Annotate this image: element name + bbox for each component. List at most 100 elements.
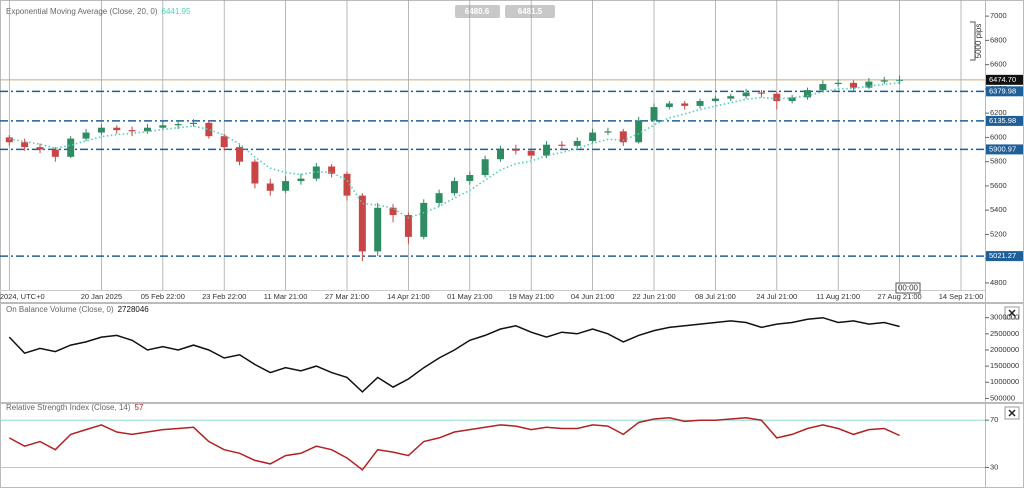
candle-body [788, 97, 796, 102]
candle-body [282, 181, 290, 191]
candle-body [251, 161, 259, 184]
candle-body [773, 93, 781, 102]
candle-body [880, 80, 888, 82]
candle-body [343, 173, 351, 196]
candle-body [174, 124, 182, 126]
candle-body [358, 195, 366, 252]
y-tick-label: 6600 [990, 60, 1007, 69]
candle-body [205, 122, 213, 137]
candle-body [389, 207, 397, 216]
candle-body [236, 147, 244, 162]
candle-body [159, 125, 167, 128]
candle-body [82, 132, 90, 139]
candle-body [374, 207, 382, 252]
scale-bracket [970, 21, 976, 61]
candle-body [481, 159, 489, 175]
candle-body [635, 120, 643, 143]
bid-price: 6480.6 [465, 7, 490, 16]
rsi-panel [0, 403, 1024, 488]
candle-body [834, 82, 842, 85]
candle-body [297, 178, 305, 182]
close-button[interactable] [1004, 306, 1020, 320]
candle-body [589, 132, 597, 142]
candle-body [420, 202, 428, 237]
x-tick-label: 24 Jul 21:00 [756, 292, 797, 301]
time-label: 00:00 [898, 284, 919, 293]
main-panel [0, 0, 1024, 303]
ask-price: 6481.5 [518, 7, 543, 16]
x-tick-label: 08 Jul 21:00 [695, 292, 736, 301]
candle-body [512, 149, 520, 151]
candle-body [727, 96, 735, 99]
level-badge [986, 251, 1023, 262]
time-badge [895, 282, 921, 294]
legend-name: Relative Strength Index (Close, 14) [6, 403, 131, 412]
y-tick-label: 3000000 [990, 313, 1019, 322]
y-tick-label: 6200 [990, 108, 1007, 117]
candle-body [558, 144, 566, 146]
y-tick-label: 5200 [990, 229, 1007, 238]
level-label: 5021.27 [989, 251, 1016, 260]
candle-body [604, 131, 612, 133]
candle-body [435, 193, 443, 203]
candle-body [5, 137, 13, 143]
y-tick-label: 6000 [990, 132, 1007, 141]
y-tick-label: 7000 [990, 11, 1007, 20]
x-tick-label: 23 Feb 22:00 [202, 292, 246, 301]
ask-badge [505, 5, 555, 18]
ema-line [9, 82, 900, 219]
candle-body [143, 127, 151, 132]
candle-body [128, 130, 136, 132]
legend-value: 57 [135, 403, 144, 412]
candle-body [619, 131, 627, 143]
candle-body [757, 92, 765, 94]
x-tick-label: 05 Feb 22:00 [141, 292, 185, 301]
candle-body [97, 127, 105, 133]
level-label: 5900.97 [989, 144, 1016, 153]
candle-body [51, 149, 59, 157]
candle-body [190, 122, 197, 125]
y-tick-label: 5400 [990, 205, 1007, 214]
candle-body [312, 166, 320, 179]
candle-body [266, 183, 274, 191]
candle-body [804, 90, 811, 98]
level-badge [986, 144, 1023, 155]
candle-body [681, 103, 689, 106]
candle-body [404, 215, 412, 237]
candle-body [865, 81, 873, 88]
y-tick-label: 5800 [990, 157, 1007, 166]
x-tick-label: 20 Jan 2025 [81, 292, 122, 301]
candle-body [650, 107, 658, 121]
candle-body [113, 127, 121, 131]
x-tick-label: 11 Mar 21:00 [264, 292, 308, 301]
x-tick-label: 01 May 21:00 [447, 292, 492, 301]
x-tick-label: 14 Sep 21:00 [939, 292, 984, 301]
x-tick-label: 26 Dec 2024, UTC+0 [0, 292, 45, 301]
candle-body [742, 92, 750, 97]
candle-body [328, 166, 336, 174]
x-tick-label: 22 Jun 21:00 [632, 292, 675, 301]
current-price-label: 6474.70 [989, 75, 1016, 84]
candle-body [21, 142, 29, 148]
candle-body [850, 82, 858, 88]
obv-panel [0, 303, 1024, 403]
legend-name: On Balance Volume (Close, 0) [6, 305, 114, 314]
candle-body [896, 79, 904, 81]
x-tick-label: 19 May 21:00 [508, 292, 553, 301]
y-tick-label: 30 [990, 462, 998, 471]
legend-value: 2728046 [118, 305, 150, 314]
y-tick-label: 70 [990, 415, 998, 424]
close-button[interactable] [1004, 406, 1020, 420]
level-badge [986, 86, 1023, 97]
x-tick-label: 11 Aug 21:00 [816, 292, 860, 301]
candle-body [711, 98, 719, 102]
y-tick-label: 2000000 [990, 345, 1019, 354]
candle-body [450, 181, 458, 194]
y-tick-label: 6800 [990, 35, 1007, 44]
bid-badge [455, 5, 500, 18]
candle-body [573, 141, 581, 146]
candle-body [527, 150, 535, 156]
legend-value: 6441.95 [162, 7, 191, 16]
candle-body [819, 84, 827, 91]
